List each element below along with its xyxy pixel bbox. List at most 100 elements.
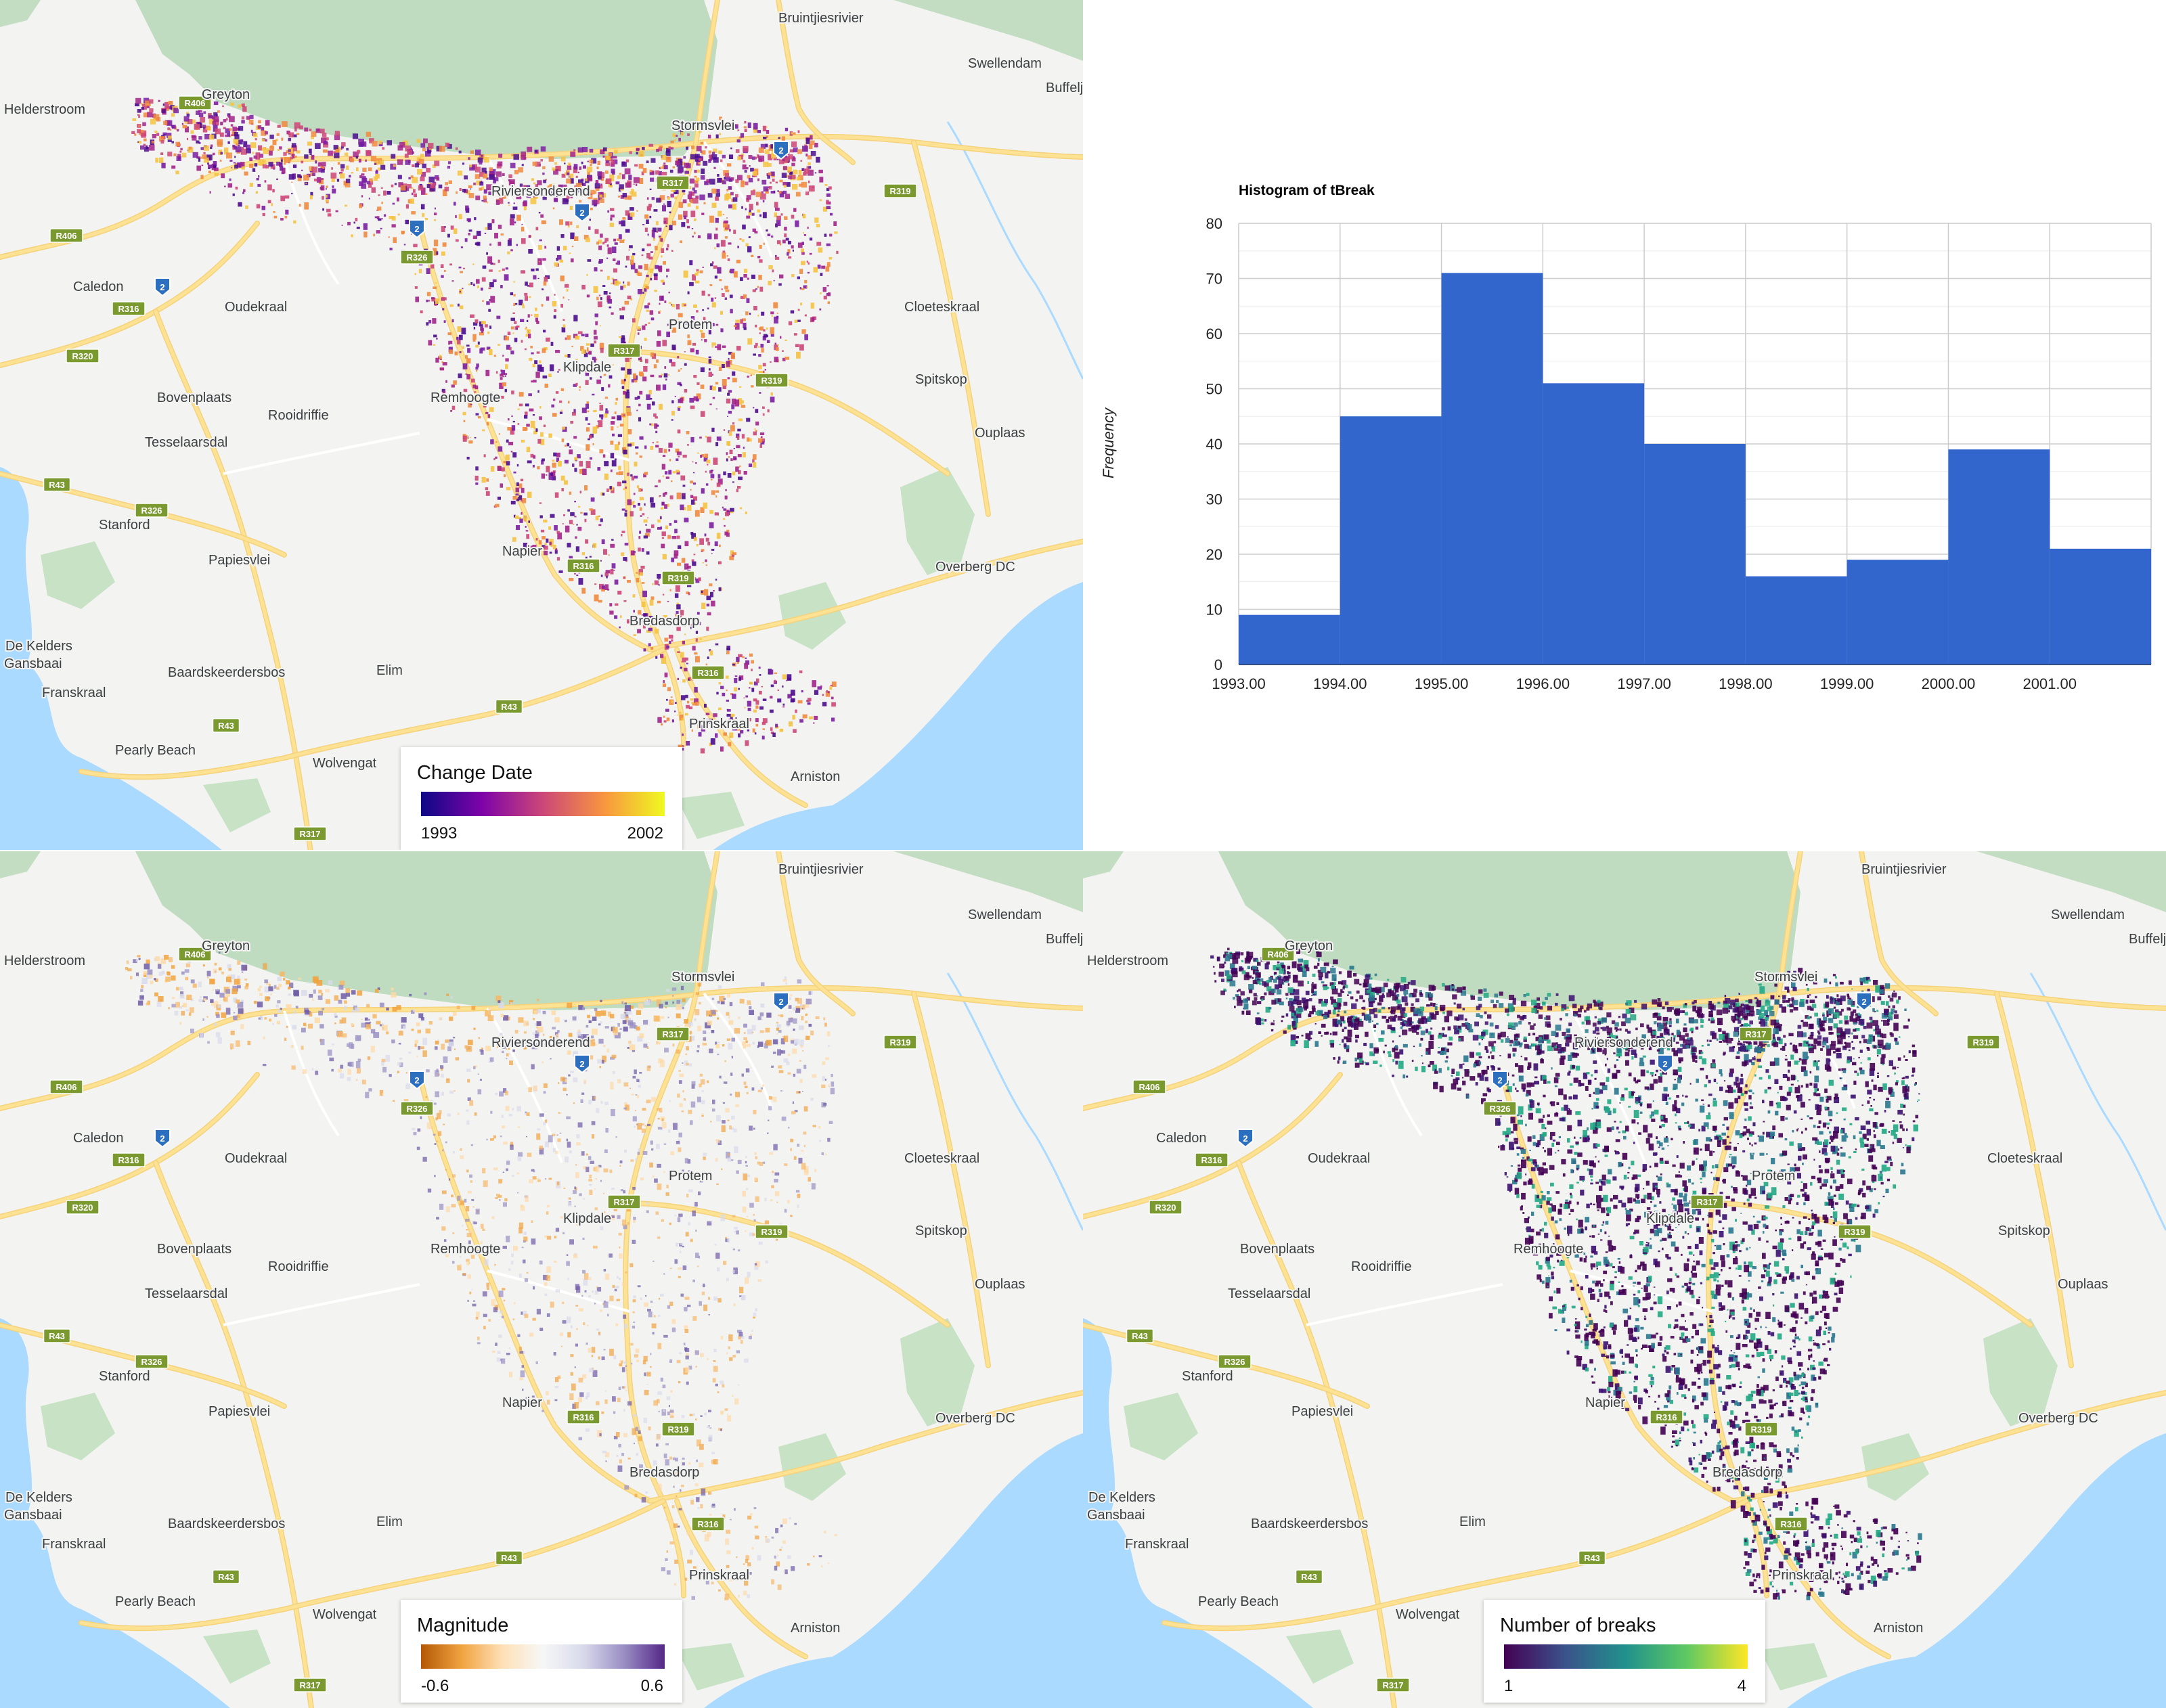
x-tick-label: 1999.00 [1820,675,1874,692]
regional-route-shield: R316 [1650,1410,1683,1424]
major-road-fill [1859,851,1938,1016]
place-label: Overberg DC [2018,1411,2098,1426]
place-label: Tesselaarsdal [145,435,227,450]
place-label: Spitskop [915,1223,967,1238]
place-label: Tesselaarsdal [1228,1286,1310,1301]
major-road-fill [79,1499,665,1630]
place-label: Greyton [1285,939,1333,953]
place-label: Prinskraal [1772,1568,1832,1583]
place-label: Ouplaas [2058,1277,2108,1292]
regional-route-shield: R316 [691,1516,725,1531]
y-tick-label: 70 [1206,271,1222,288]
regional-route-shield: R319 [1744,1422,1778,1437]
regional-route-shield: R43 [1295,1569,1323,1584]
ocean [713,582,1083,850]
regional-route-shield: R319 [1966,1035,2000,1050]
change-date-legend: Change Date 1993 2002 [401,747,682,850]
legend-max-label: 4 [1737,1677,1746,1695]
regional-route-shield: R319 [755,373,789,388]
major-road-fill [418,221,652,652]
place-label: Bovenplaats [157,390,231,405]
place-label: Prinskraal [689,1568,749,1583]
y-axis-label: Frequency [1100,407,1117,478]
y-tick-label: 10 [1206,602,1222,619]
national-route-shield: 2 [154,1129,171,1148]
major-road-fill [648,1391,1083,1503]
regional-route-shield: R43 [1578,1550,1606,1565]
histogram-bar [1745,576,1847,665]
legend-gradient-bar [1504,1644,1748,1669]
national-route-shield: 2 [409,1071,425,1090]
place-label: Wolvengat [1396,1607,1460,1622]
histogram-panel: Histogram of tBreak Frequency 0 10 20 30 40 5… [1083,0,2166,850]
histogram-bar [2050,548,2151,665]
place-label: Swellendam [968,56,1042,71]
regional-route-shield: R406 [178,947,212,962]
nature-reserve [41,1393,115,1460]
breaks-map-panel[interactable]: R406 R316 R320 R43 R326 R326 R406 R317 R317 R319 R… [1083,851,2166,1708]
ocean [0,467,222,850]
regional-route-shield: R319 [661,570,695,585]
regional-route-shield: R406 [49,1079,83,1094]
place-label: Elim [376,1514,403,1529]
regional-route-shield: R316 [567,558,600,573]
minor-road [486,1007,563,1163]
national-route-shield: 2 [1237,1129,1254,1148]
breaks-legend: Number of breaks 1 4 [1484,1600,1765,1703]
place-label: Arniston [1874,1621,1923,1636]
svg-text:R317: R317 [613,346,634,356]
regional-route-shield: R326 [400,250,434,265]
change-date-map-panel[interactable]: R406 R316 R320 R43 R326 R326 R406 R317 R317 R319 R… [0,0,1083,850]
place-label: Caledon [73,1131,124,1146]
place-label: Overberg DC [935,560,1015,575]
basemap[interactable]: R406 R316 R320 R43 R326 R326 R406 R317 R317 R319 R… [1083,851,2166,1708]
nature-reserve [203,1630,271,1684]
x-tick-label: 1994.00 [1313,675,1367,692]
regional-route-shield: R317 [607,1194,641,1209]
place-label: Caledon [73,279,124,294]
national-route-shield: 2 [773,141,789,160]
place-label: Napier [502,544,542,559]
x-tick-label: 1995.00 [1415,675,1469,692]
major-road-fill [776,0,855,164]
basemap[interactable]: R406 R316 R320 R43 R326 R326 R406 R317 R317 R319 R… [0,851,1083,1708]
nature-reserve [677,792,745,839]
place-label: De Kelders [5,639,72,654]
minor-road [1569,1007,1646,1163]
regional-route-shield: R316 [567,1410,600,1424]
y-tick-label: 30 [1206,491,1222,508]
place-label: Franskraal [42,1537,106,1552]
regional-route-shield: R319 [755,1224,789,1239]
nature-reserve [900,1318,975,1426]
major-road-fill [648,539,1083,652]
basemap[interactable]: R406 R316 R320 R43 R326 R326 R406 R317 R317 R319 R… [0,0,1083,850]
national-route-shield: 2 [574,203,590,223]
place-label: Cloeteskraal [1987,1151,2062,1166]
place-label: Rooidriffie [268,408,329,423]
legend-title: Magnitude [417,1615,509,1636]
histogram-bar [1948,449,2050,665]
place-label: Baardskeerdersbos [168,665,285,680]
place-label: Gansbaai [4,656,62,671]
regional-route-shield: R317 [1739,1027,1773,1041]
nature-reserve [203,778,271,832]
regional-route-shield: R43 [43,1328,71,1343]
magnitude-map-panel[interactable]: R406 R316 R320 R43 R326 R326 R406 R317 R317 R319 R… [0,851,1083,1708]
chart-title: Histogram of tBreak [1239,183,1375,198]
y-tick-label: 40 [1206,436,1222,453]
mountain-range [1218,851,1800,1010]
svg-text:R43: R43 [49,480,65,490]
regional-route-shield: R319 [1838,1224,1872,1239]
regional-route-shield: R317 [1690,1194,1724,1209]
national-route-shield: 2 [154,277,171,297]
place-label: Tesselaarsdal [145,1286,227,1301]
place-label: Ouplaas [975,1277,1025,1292]
place-label: Buffelja [1046,81,1083,95]
place-label: Protem [669,1169,712,1184]
place-label: Wolvengat [313,1607,377,1622]
regional-route-shield: R406 [178,95,212,110]
mountain-range [0,0,41,27]
ocean [1083,1318,1313,1708]
place-label: Rooidriffie [268,1259,329,1274]
regional-route-shield: R316 [691,665,725,680]
